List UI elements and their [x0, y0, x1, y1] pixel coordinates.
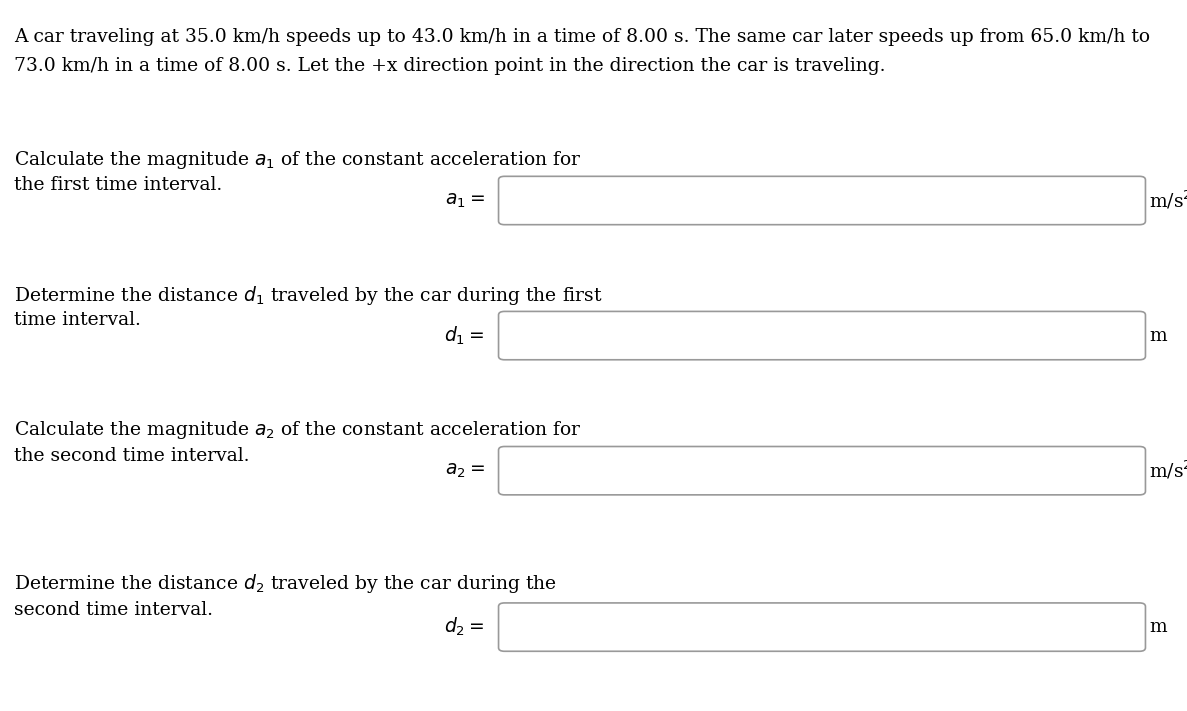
FancyBboxPatch shape: [499, 447, 1145, 495]
FancyBboxPatch shape: [499, 311, 1145, 360]
Text: $d_1 =$: $d_1 =$: [444, 324, 484, 347]
Text: Calculate the magnitude $a_1$ of the constant acceleration for: Calculate the magnitude $a_1$ of the con…: [14, 149, 582, 171]
FancyBboxPatch shape: [499, 176, 1145, 225]
Text: $a_2 =$: $a_2 =$: [444, 461, 484, 480]
Text: 73.0 km/h in a time of 8.00 s. Let the +x direction point in the direction the c: 73.0 km/h in a time of 8.00 s. Let the +…: [14, 57, 886, 75]
Text: second time interval.: second time interval.: [14, 601, 214, 619]
Text: m: m: [1149, 618, 1167, 636]
Text: m: m: [1149, 326, 1167, 345]
Text: the second time interval.: the second time interval.: [14, 447, 249, 464]
Text: m/s$^2$: m/s$^2$: [1149, 459, 1187, 482]
Text: Determine the distance $d_2$ traveled by the car during the: Determine the distance $d_2$ traveled by…: [14, 572, 558, 595]
Text: $a_1 =$: $a_1 =$: [444, 191, 484, 210]
Text: m/s$^2$: m/s$^2$: [1149, 189, 1187, 212]
Text: A car traveling at 35.0 km/h speeds up to 43.0 km/h in a time of 8.00 s. The sam: A car traveling at 35.0 km/h speeds up t…: [14, 28, 1150, 46]
Text: time interval.: time interval.: [14, 311, 141, 329]
Text: the first time interval.: the first time interval.: [14, 176, 222, 194]
FancyBboxPatch shape: [499, 603, 1145, 651]
Text: Determine the distance $d_1$ traveled by the car during the first: Determine the distance $d_1$ traveled by…: [14, 284, 603, 307]
Text: Calculate the magnitude $a_2$ of the constant acceleration for: Calculate the magnitude $a_2$ of the con…: [14, 419, 582, 442]
Text: $d_2 =$: $d_2 =$: [444, 616, 484, 638]
